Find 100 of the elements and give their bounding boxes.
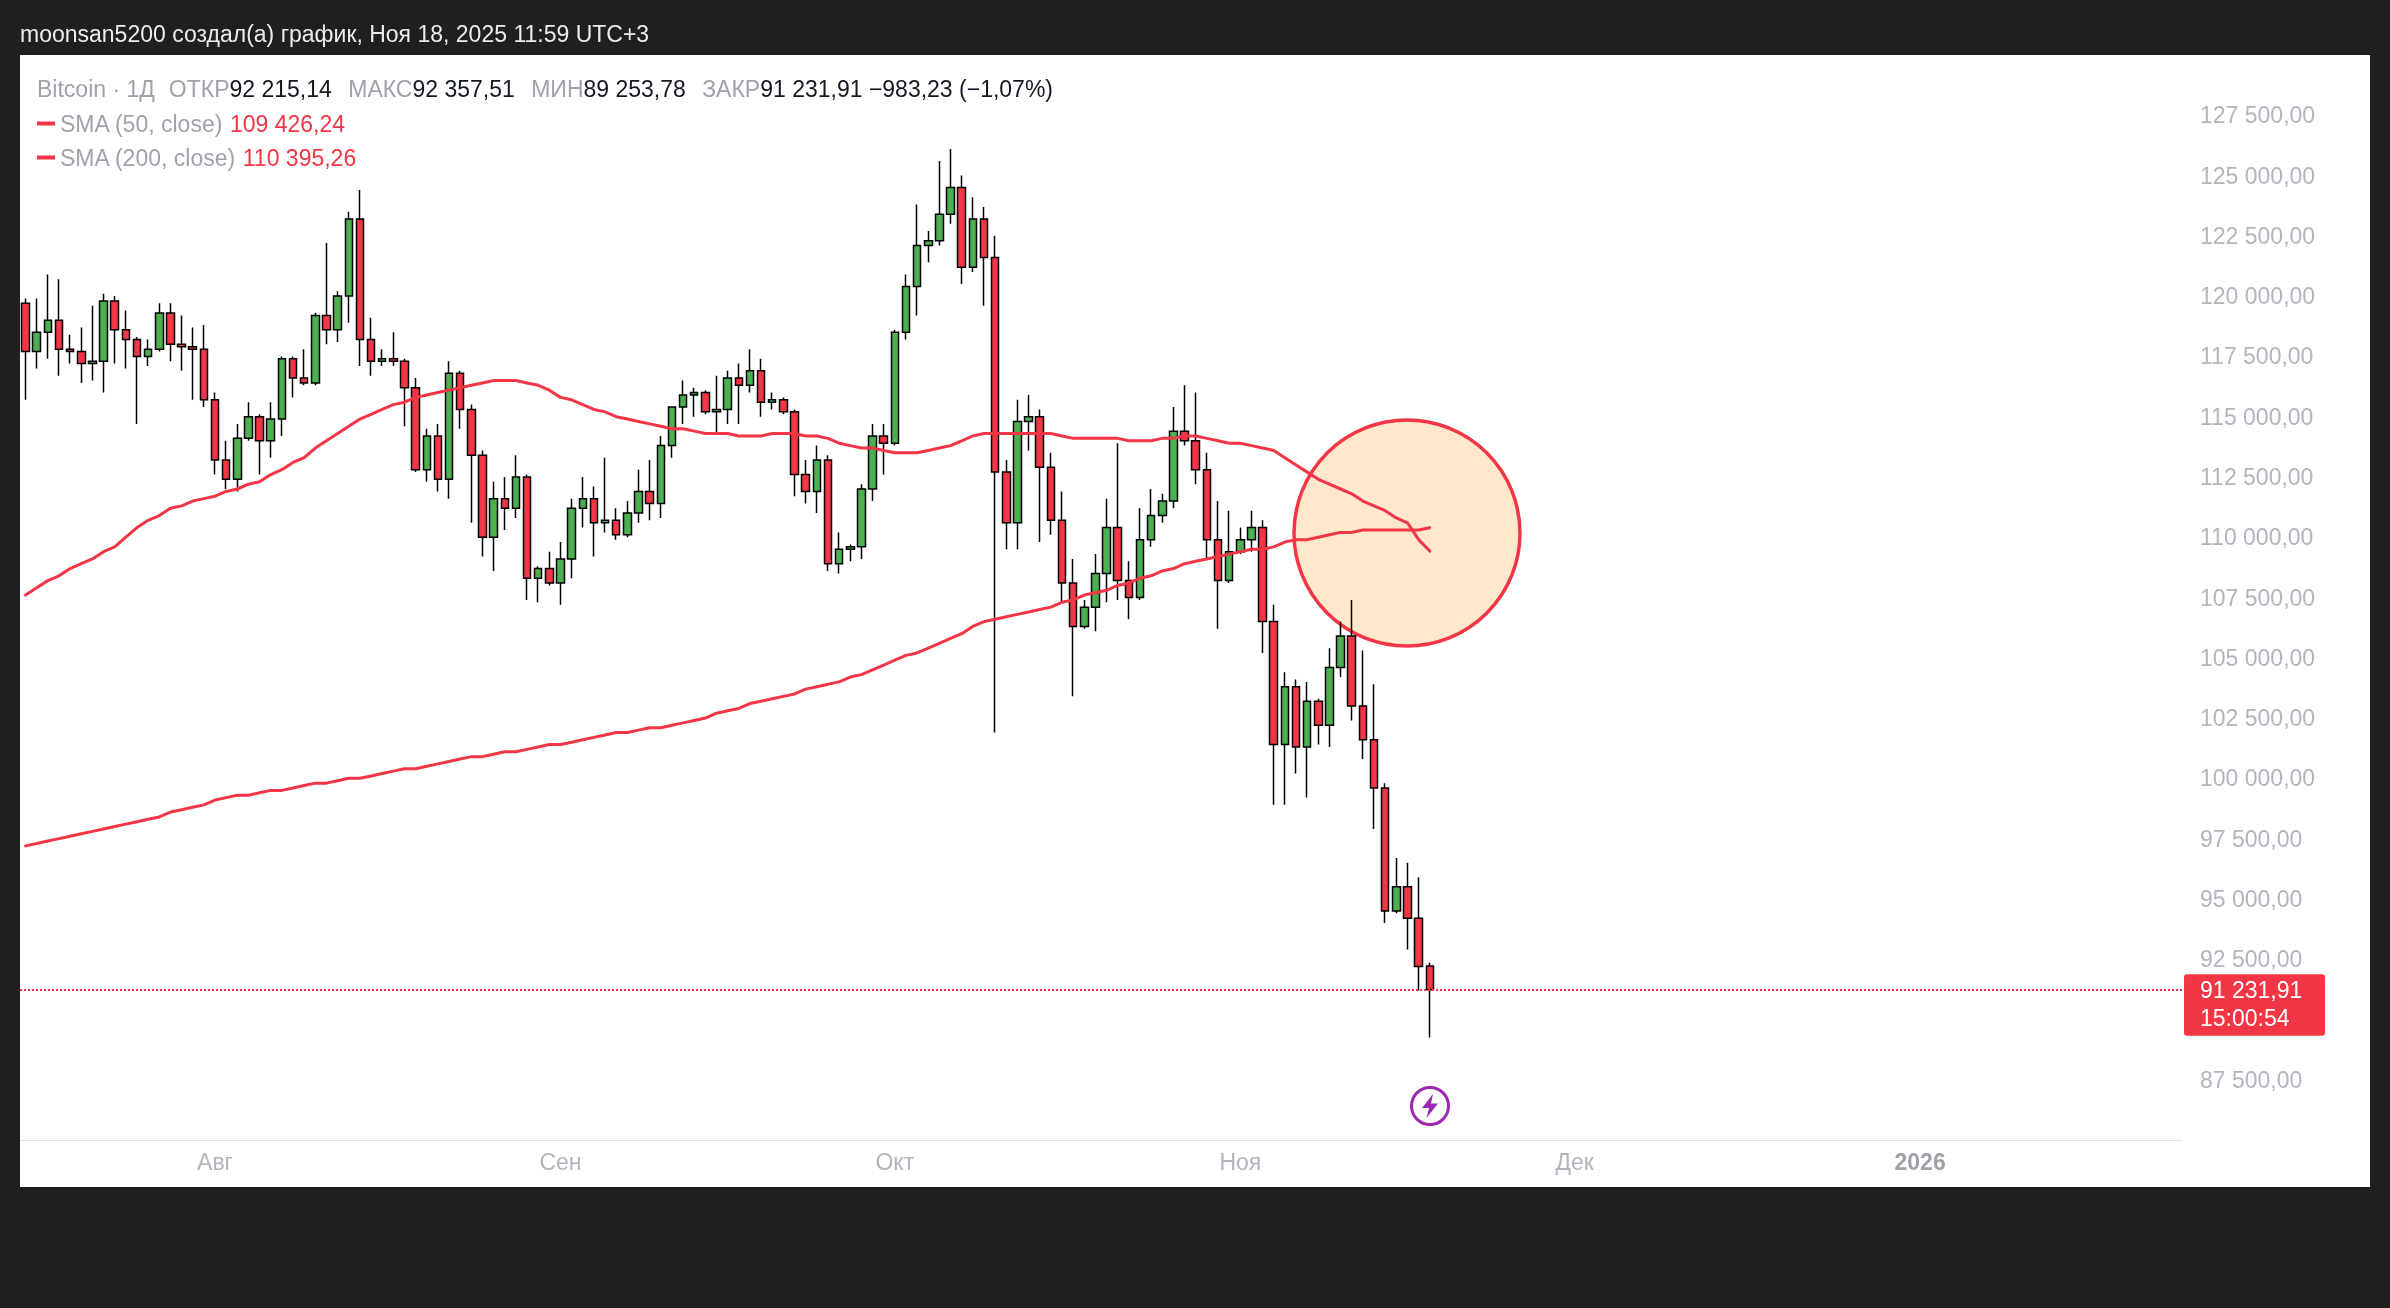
candlestick	[644, 459, 655, 522]
candlestick	[1324, 647, 1335, 748]
candlestick	[1346, 599, 1357, 722]
candlestick	[1369, 683, 1379, 830]
candlestick	[823, 454, 833, 572]
candlestick	[1391, 857, 1402, 915]
candlestick	[65, 333, 75, 365]
text: ОТКР92 215,14 МАКС92 357,51 МИН89 253,78 ЗАКР91 231,91 −983,23 (−1,07%)	[168, 75, 1054, 102]
candlestick	[812, 444, 822, 514]
x-tick-label: Ноя	[1219, 1148, 1262, 1175]
candlestick	[54, 278, 64, 377]
candlestick	[633, 468, 644, 524]
candlestick	[745, 348, 755, 394]
candlestick	[377, 348, 387, 367]
y-tick-label: 100 000,00	[2200, 765, 2316, 792]
candlestick	[678, 379, 688, 425]
candlestick	[1001, 459, 1012, 551]
candlestick	[199, 324, 209, 408]
candlestick	[578, 476, 588, 529]
candlestick	[243, 401, 254, 442]
candlestick	[433, 423, 443, 493]
candlestick	[366, 317, 376, 377]
candlestick	[477, 449, 488, 558]
y-tick-label: 122 500,00	[2200, 222, 2316, 249]
candlestick	[867, 423, 878, 502]
candlestick	[979, 206, 989, 307]
candlestick	[756, 358, 766, 418]
y-tick-label: 97 500,00	[2200, 825, 2303, 852]
candlestick	[43, 273, 53, 360]
candlestick	[1335, 620, 1346, 678]
candlestick	[1101, 497, 1112, 604]
candlestick	[98, 292, 109, 394]
candlestick	[1246, 509, 1257, 553]
candlestick	[76, 326, 87, 384]
candlestick	[109, 295, 120, 365]
candlestick	[878, 423, 889, 476]
candlestick	[232, 423, 243, 493]
candlestick	[20, 297, 31, 401]
candlestick	[1380, 782, 1390, 924]
x-tick-label: Сен	[539, 1148, 582, 1175]
candlestick	[1090, 553, 1101, 633]
y-tick-label: 105 000,00	[2200, 644, 2316, 671]
candlestick	[834, 531, 844, 575]
candlestick	[265, 401, 276, 459]
candlestick	[310, 312, 321, 387]
candlestick	[332, 290, 343, 343]
y-tick-label: 87 500,00	[2200, 1066, 2303, 1093]
candlestick	[143, 338, 153, 367]
candlestick	[711, 374, 722, 435]
candlestick	[500, 476, 510, 531]
candlestick	[466, 403, 477, 524]
candlestick	[355, 189, 365, 367]
candlestick	[154, 302, 165, 353]
y-tick-label: 102 500,00	[2200, 705, 2316, 732]
candlestick	[1135, 507, 1145, 601]
candlestick	[1402, 861, 1413, 951]
x-tick-label: Дек	[1555, 1148, 1595, 1175]
candlestick	[533, 565, 543, 604]
candlestick	[845, 543, 856, 563]
y-tick-label: 112 500,00	[2200, 463, 2314, 490]
candlestick	[956, 174, 967, 285]
y-tick-label: 117 500,00	[2200, 343, 2314, 370]
candlestick	[522, 473, 532, 601]
candlestick	[544, 550, 555, 587]
candlestick	[968, 196, 978, 273]
candlestick	[689, 386, 699, 418]
candlestick	[87, 305, 98, 382]
candlestick	[555, 541, 566, 606]
candlestick	[1268, 603, 1279, 806]
candlestick	[444, 360, 454, 500]
candlestick	[923, 230, 934, 264]
candlestick	[800, 459, 811, 505]
text: Bitcoin · 1Д	[37, 75, 156, 102]
candlestick	[321, 242, 332, 346]
candlestick	[901, 273, 911, 341]
candlestick	[600, 456, 610, 534]
candlestick	[1358, 649, 1368, 760]
candlestick	[1146, 488, 1156, 548]
x-tick-label: 2026	[1894, 1148, 1946, 1175]
y-tick-label: 95 000,00	[2200, 885, 2303, 912]
candlestick	[622, 500, 633, 538]
candlestick	[734, 362, 744, 425]
candlestick	[722, 370, 733, 425]
candlestick	[288, 355, 298, 399]
candlestick	[254, 413, 265, 476]
candlestick	[388, 331, 399, 367]
candlestick	[221, 440, 231, 490]
candlestick	[187, 326, 198, 401]
candlestick	[422, 427, 432, 483]
candlestick	[1168, 406, 1179, 510]
candlestick	[656, 435, 666, 519]
candlestick	[344, 210, 354, 324]
candlestick	[1157, 493, 1168, 524]
candlestick	[1034, 408, 1045, 543]
candlestick	[1023, 394, 1034, 452]
x-tick-label: Окт	[875, 1148, 915, 1175]
y-tick-label: 107 500,00	[2200, 584, 2316, 611]
candlestick	[945, 148, 956, 225]
text: 15:00:54	[2200, 1004, 2290, 1031]
candlestick	[511, 454, 521, 519]
